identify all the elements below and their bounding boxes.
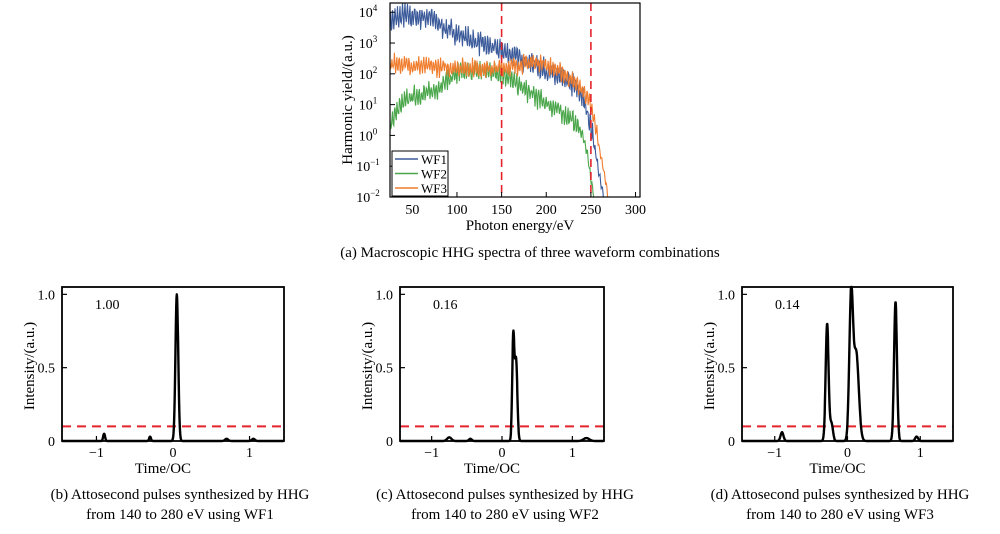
panel-d: −1 0 1 0 0.5 1.0 Time/OC Intensity/(a.u.) 0.14 — [702, 285, 954, 477]
intensity-ratio-label: 0.16 — [433, 298, 458, 313]
x-tick-label-250: 250 — [580, 203, 601, 218]
y-axis-label: Harmonic yield/(a.u.) — [340, 35, 356, 165]
panel-a-frame — [389, 2, 641, 198]
x-tick-label-200: 200 — [536, 203, 557, 218]
y-tick-label-0: 0 — [386, 435, 393, 450]
y-tick-label-0: 100 — [359, 126, 378, 144]
y-tick-label-exp-4: 4 — [373, 3, 378, 13]
y-tick-label-2: 1.0 — [38, 288, 56, 303]
x-tick-label-0: −1 — [424, 446, 439, 461]
x-tick-label-1: 0 — [170, 446, 177, 461]
x-tick-label-150: 150 — [491, 203, 512, 218]
y-tick-label-2: 102 — [359, 65, 378, 83]
caption-d: (d) Attosecond pulses synthesized by HHG… — [680, 485, 1000, 525]
panel-a-plot-area — [390, 3, 609, 197]
y-axis-label: Intensity/(a.u.) — [360, 322, 376, 410]
y-axis-label: Intensity/(a.u.) — [22, 322, 38, 410]
panel-c: −1 0 1 0 0.5 1.0 Time/OC Intensity/(a.u.) 0.16 — [360, 286, 605, 477]
x-tick-label-2: 1 — [569, 446, 576, 461]
caption-c: (c) Attosecond pulses synthesized by HHG… — [340, 485, 670, 525]
x-tick-label-0: −1 — [767, 446, 782, 461]
pulse-trace — [399, 329, 605, 443]
caption-b-line2: from 140 to 280 eV using WF1 — [86, 507, 274, 523]
y-axis-label: Intensity/(a.u.) — [702, 322, 718, 410]
x-axis-label: Time/OC — [809, 461, 865, 477]
pulse-trace — [741, 285, 954, 443]
y-tick-label-1: 0.5 — [38, 362, 56, 377]
pulse-trace — [61, 293, 285, 443]
x-tick-label-300: 300 — [625, 203, 646, 218]
y-tick-label-2: 1.0 — [718, 288, 736, 303]
caption-b-line1: (b) Attosecond pulses synthesized by HHG — [50, 487, 310, 503]
y-tick-label-2: 1.0 — [376, 288, 394, 303]
panel-b: −1 0 1 0 0.5 1.0 Time/OC Intensity/(a.u.) 1.00 — [22, 286, 285, 477]
y-tick-label-exp--2: −2 — [370, 188, 380, 198]
caption-a: (a) Macroscopic HHG spectra of three wav… — [340, 245, 720, 261]
caption-d-line2: from 140 to 280 eV using WF3 — [746, 507, 934, 523]
y-tick-label-exp-2: 2 — [373, 65, 378, 75]
y-tick-label-exp-0: 0 — [373, 126, 378, 136]
intensity-ratio-label: 0.14 — [775, 298, 800, 313]
x-tick-label-1: 0 — [844, 446, 851, 461]
legend-label-wf3: WF3 — [421, 181, 447, 196]
intensity-ratio-label: 1.00 — [95, 298, 120, 313]
x-tick-label-2: 1 — [917, 446, 924, 461]
y-tick-label-4: 104 — [359, 3, 378, 21]
y-tick-label-0: 0 — [48, 435, 55, 450]
y-tick-label-exp--1: −1 — [370, 157, 380, 167]
x-tick-label-100: 100 — [446, 203, 467, 218]
caption-d-line1: (d) Attosecond pulses synthesized by HHG — [710, 487, 970, 503]
x-axis-label: Time/OC — [135, 461, 191, 477]
x-tick-label-2: 1 — [246, 446, 253, 461]
x-tick-label-1: 0 — [499, 446, 506, 461]
x-axis-label: Time/OC — [464, 461, 520, 477]
x-axis-label: Photon energy/eV — [466, 218, 575, 234]
y-tick-label-exp-3: 3 — [373, 34, 378, 44]
series-line-wf3 — [390, 52, 609, 197]
caption-c-line1: (c) Attosecond pulses synthesized by HHG — [376, 487, 634, 503]
y-tick-label-1: 0.5 — [718, 362, 736, 377]
legend-label-wf1: WF1 — [421, 152, 447, 167]
y-tick-label--2: 10−2 — [356, 188, 380, 206]
y-tick-label-0: 0 — [728, 435, 735, 450]
panel-c-frame — [399, 286, 605, 442]
y-tick-label-1: 101 — [359, 96, 378, 114]
legend-label-wf2: WF2 — [421, 167, 447, 182]
panel-a: 50 100 150 200 250 30010410310210110010−110−2… — [340, 2, 646, 234]
y-tick-label-3: 103 — [359, 34, 378, 52]
caption-c-line2: from 140 to 280 eV using WF2 — [411, 507, 599, 523]
x-tick-label-0: −1 — [89, 446, 104, 461]
x-tick-label-50: 50 — [405, 203, 419, 218]
y-tick-label-exp-1: 1 — [373, 96, 378, 106]
y-tick-label--1: 10−1 — [356, 157, 380, 175]
caption-b: (b) Attosecond pulses synthesized by HHG… — [20, 485, 340, 525]
y-tick-label-1: 0.5 — [376, 362, 394, 377]
